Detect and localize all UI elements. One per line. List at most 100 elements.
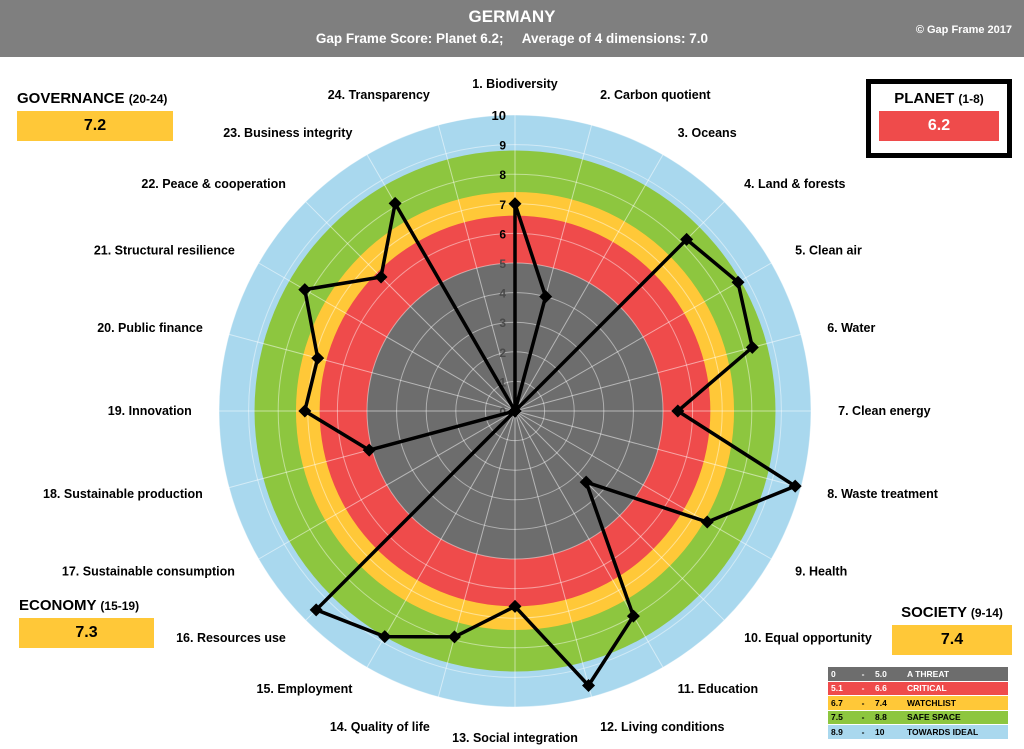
data-point — [298, 283, 312, 297]
data-point — [508, 599, 522, 613]
category-label: 7. Clean energy — [838, 404, 930, 418]
legend-from: 7.5 — [828, 710, 854, 725]
tick-label: 3 — [499, 316, 506, 330]
society-box: SOCIETY (9-14) 7.4 — [892, 604, 1012, 655]
grid-spoke — [514, 262, 772, 412]
category-label: 23. Business integrity — [223, 126, 352, 140]
category-label: 15. Employment — [257, 682, 354, 696]
data-point — [539, 290, 553, 304]
governance-range: (20-24) — [128, 92, 168, 106]
data-point — [388, 196, 402, 210]
tick-label: 2 — [499, 346, 506, 360]
category-label: 21. Structural resilience — [94, 243, 235, 257]
category-label: 13. Social integration — [452, 731, 578, 745]
legend-from: 6.7 — [828, 695, 854, 711]
grid-spoke — [366, 410, 516, 668]
legend-sep: - — [854, 710, 872, 725]
legend-sep: - — [854, 681, 872, 696]
legend-label: A THREAT — [904, 667, 1008, 682]
page-subtitle: Gap Frame Score: Planet 6.2; Average of … — [315, 31, 709, 46]
category-label: 10. Equal opportunity — [744, 631, 872, 645]
grid-spoke — [228, 333, 516, 412]
category-label: 20. Public finance — [97, 321, 203, 335]
data-point — [731, 275, 745, 289]
legend-sep: - — [854, 695, 872, 711]
category-label: 5. Clean air — [795, 243, 862, 257]
data-point — [626, 609, 640, 623]
copyright: © Gap Frame 2017 — [915, 24, 1012, 36]
data-point — [508, 404, 522, 418]
grid-spoke — [514, 154, 664, 412]
category-label: 12. Living conditions — [600, 720, 724, 734]
grid-spoke — [258, 410, 516, 560]
tick-label: 9 — [499, 139, 506, 153]
category-label: 14. Quality of life — [330, 720, 430, 734]
legend-label: WATCHLIST — [904, 695, 1008, 711]
data-point — [700, 515, 714, 529]
category-label: 9. Health — [795, 565, 847, 579]
tick-label: 5 — [499, 257, 506, 271]
society-range: (9-14) — [970, 606, 1003, 620]
category-label: 1. Biodiversity — [472, 77, 557, 91]
tick-label: 10 — [492, 108, 506, 123]
category-label: 22. Peace & cooperation — [141, 177, 286, 191]
legend-label: TOWARDS IDEAL — [904, 724, 1008, 740]
grid-spoke — [514, 410, 802, 489]
planet-score: 6.2 — [879, 111, 999, 141]
data-point — [508, 197, 522, 211]
grid-spoke — [514, 410, 664, 668]
grid-spoke — [437, 410, 516, 698]
tick-label: 8 — [499, 168, 506, 182]
header-bar: GERMANY Gap Frame Score: Planet 6.2; Ave… — [0, 0, 1024, 57]
category-label: 24. Transparency — [328, 88, 430, 102]
legend-from: 0 — [828, 667, 854, 682]
category-label: 8. Waste treatment — [827, 487, 939, 501]
data-point — [579, 475, 593, 489]
category-label: 17. Sustainable consumption — [62, 565, 235, 579]
legend-to: 5.0 — [872, 667, 904, 682]
society-name: SOCIETY — [901, 604, 967, 621]
legend-sep: - — [854, 724, 872, 740]
planet-box: PLANET (1-8) 6.2 — [866, 79, 1012, 158]
category-label: 2. Carbon quotient — [600, 88, 711, 102]
economy-box: ECONOMY (15-19) 7.3 — [19, 597, 154, 648]
grid-spoke — [305, 201, 516, 412]
legend-sep: - — [854, 667, 872, 682]
legend-label: SAFE SPACE — [904, 710, 1008, 725]
society-score: 7.4 — [892, 625, 1012, 655]
legend-row: 8.9 - 10 TOWARDS IDEAL — [828, 724, 1008, 740]
data-point — [447, 630, 461, 644]
tick-label: 0 — [499, 405, 506, 419]
grid-spoke — [514, 410, 772, 560]
legend-from: 5.1 — [828, 681, 854, 696]
data-point — [374, 270, 388, 284]
category-label: 11. Education — [678, 682, 759, 696]
governance-box: GOVERNANCE (20-24) 7.2 — [17, 90, 173, 141]
data-point — [788, 479, 802, 493]
tick-label: 4 — [499, 287, 506, 301]
governance-name: GOVERNANCE — [17, 90, 125, 107]
legend-to: 7.4 — [872, 695, 904, 711]
tick-label: 6 — [499, 227, 506, 241]
tick-label: 1 — [499, 375, 506, 389]
tick-label: 7 — [499, 198, 506, 212]
legend-to: 8.8 — [872, 710, 904, 725]
category-label: 19. Innovation — [108, 404, 192, 418]
grid-spoke — [514, 410, 593, 698]
data-point — [680, 232, 694, 246]
planet-range: (1-8) — [958, 92, 984, 106]
data-point — [745, 340, 759, 354]
category-label: 6. Water — [827, 321, 875, 335]
data-point — [582, 678, 596, 692]
data-point — [309, 603, 323, 617]
data-point — [298, 404, 312, 418]
economy-score: 7.3 — [19, 618, 154, 648]
legend-to: 6.6 — [872, 681, 904, 696]
data-point — [311, 351, 325, 365]
legend-row: 6.7 - 7.4 WATCHLIST — [828, 695, 1008, 711]
legend-row: 0 - 5.0 A THREAT — [828, 667, 1008, 682]
grid-spoke — [437, 124, 516, 412]
legend-row: 7.5 - 8.8 SAFE SPACE — [828, 710, 1008, 725]
legend: 0 - 5.0 A THREAT 5.1 - 6.6 CRITICAL 6.7 … — [828, 667, 1008, 740]
